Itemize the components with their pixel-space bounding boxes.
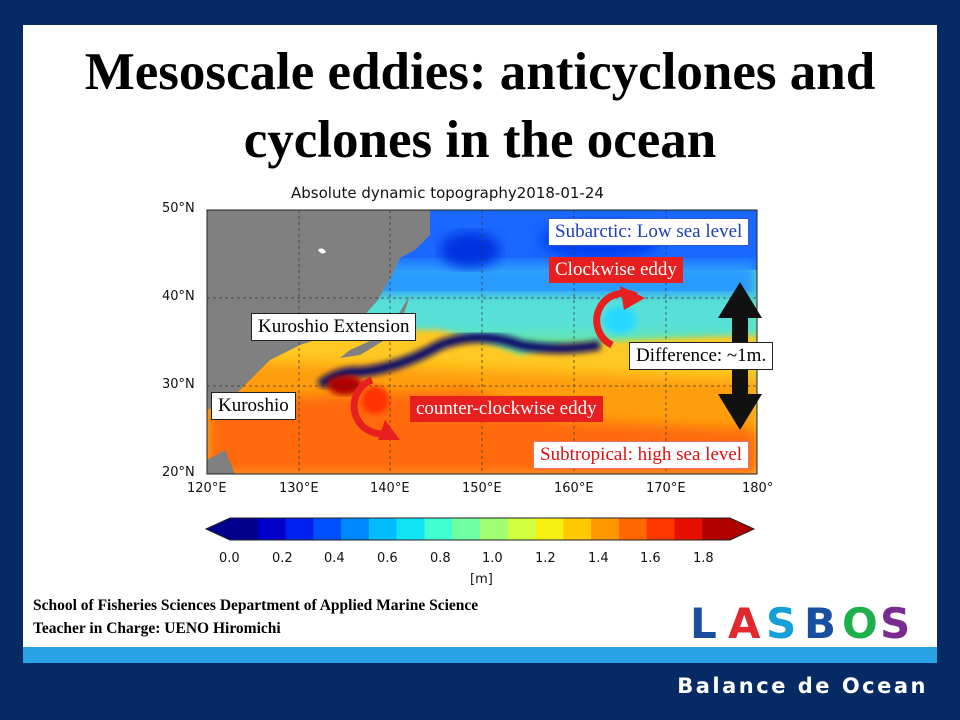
colorbar-tick: 0.6	[377, 551, 398, 566]
colorbar-extend-high	[730, 518, 754, 540]
lon-label-130: 130°E	[279, 481, 319, 496]
lat-label-20: 20°N	[162, 465, 195, 480]
logo-letter: B	[804, 600, 836, 644]
colorbar-outline	[204, 517, 756, 541]
slide-title-line-1: Mesoscale eddies: anticyclones and	[84, 43, 876, 101]
footer-accent-strip	[23, 647, 937, 663]
lon-label-140: 140°E	[370, 481, 410, 496]
lon-label-150: 150°E	[462, 481, 502, 496]
callout-subarctic: Subarctic: Low sea level	[548, 218, 750, 246]
logo-letter: S	[880, 600, 910, 644]
colorbar-swatch	[646, 518, 675, 540]
callout-counter-clockwise-eddy: counter-clockwise eddy	[410, 396, 603, 422]
colorbar-swatch	[563, 518, 592, 540]
colorbar-swatch	[424, 518, 453, 540]
difference-arrow	[718, 282, 762, 430]
logo-letter: L	[690, 600, 717, 644]
colorbar-tick: 0.4	[324, 551, 345, 566]
colorbar-tick: 0.2	[272, 551, 293, 566]
colorbar-tick: 1.8	[693, 551, 714, 566]
colorbar-swatch	[535, 518, 564, 540]
colorbar-tick: 1.6	[640, 551, 661, 566]
counter-clockwise-arrowhead	[378, 420, 400, 440]
colorbar-swatch	[396, 518, 425, 540]
logo-letter: S	[766, 600, 796, 644]
colorbar-unit: [m]	[470, 572, 493, 587]
footer-department: School of Fisheries Sciences Department …	[33, 597, 479, 614]
colorbar-tick: 0.8	[430, 551, 451, 566]
colorbar-swatch	[285, 518, 314, 540]
colorbar-tick: 0.0	[219, 551, 240, 566]
colorbar-tick: 1.0	[482, 551, 503, 566]
colorbar-swatch	[368, 518, 398, 540]
logo-letter: A	[728, 600, 761, 644]
slide-title-line-2: cyclones in the ocean	[243, 111, 717, 169]
colorbar-swatch	[591, 518, 620, 540]
callout-difference: Difference: ~1m.	[629, 342, 774, 370]
colorbar-swatch	[674, 518, 703, 540]
colorbar-swatch	[618, 518, 648, 540]
lon-label-120: 120°E	[187, 481, 227, 496]
slide-title: Mesoscale eddies: anticyclones and cyclo…	[23, 38, 937, 174]
lat-label-30: 30°N	[162, 377, 195, 392]
clockwise-arrowhead	[620, 286, 645, 310]
lon-label-170: 170°E	[646, 481, 686, 496]
callout-kuroshio: Kuroshio	[211, 392, 296, 420]
logo-letter: O	[842, 600, 878, 644]
colorbar	[204, 517, 756, 541]
lon-label-160: 160°E	[554, 481, 594, 496]
colorbar-swatch	[702, 518, 731, 540]
tagline: Balance de Ocean	[677, 674, 928, 698]
colorbar-swatch	[257, 518, 287, 540]
lat-label-50: 50°N	[162, 201, 195, 216]
colorbar-swatch	[230, 518, 259, 540]
footer-teacher: Teacher in Charge: UENO Hiromichi	[33, 620, 281, 637]
callout-kuroshio-extension: Kuroshio Extension	[251, 313, 417, 341]
colorbar-tick: 1.4	[588, 551, 609, 566]
colorbar-swatch	[452, 518, 481, 540]
callout-subtropical: Subtropical: high sea level	[533, 441, 750, 469]
lat-label-40: 40°N	[162, 289, 195, 304]
lon-label-180: 180°	[742, 481, 774, 496]
colorbar-swatch	[480, 518, 509, 540]
colorbar-swatch	[341, 518, 370, 540]
colorbar-swatch	[507, 518, 537, 540]
callout-clockwise-eddy: Clockwise eddy	[549, 257, 683, 283]
map-title: Absolute dynamic topography2018-01-24	[291, 184, 604, 202]
colorbar-tick: 1.2	[535, 551, 556, 566]
colorbar-swatch	[313, 518, 342, 540]
colorbar-extend-low	[206, 518, 230, 540]
